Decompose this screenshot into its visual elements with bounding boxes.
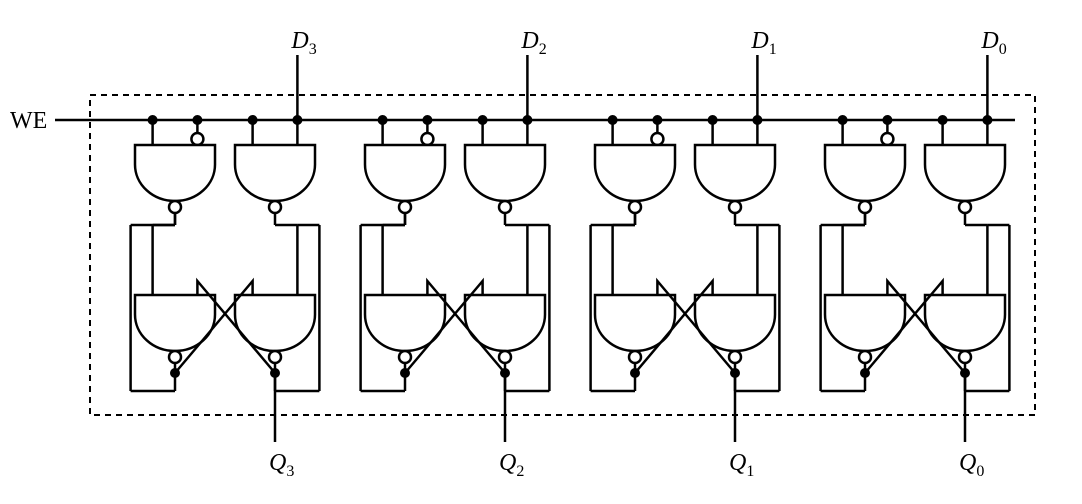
input-label: D0	[980, 28, 1006, 58]
output-label: Q3	[269, 450, 294, 480]
input-label: D1	[750, 28, 776, 58]
input-label: D3	[290, 28, 316, 58]
input-label: D2	[520, 28, 546, 58]
svg-text:WE: WE	[10, 108, 47, 134]
output-label: Q1	[729, 450, 754, 480]
register-circuit: WE D3 Q3 D2 Q2 D1 Q1 D0 Q0	[0, 0, 1082, 504]
output-label: Q0	[959, 450, 984, 480]
output-label: Q2	[499, 450, 524, 480]
